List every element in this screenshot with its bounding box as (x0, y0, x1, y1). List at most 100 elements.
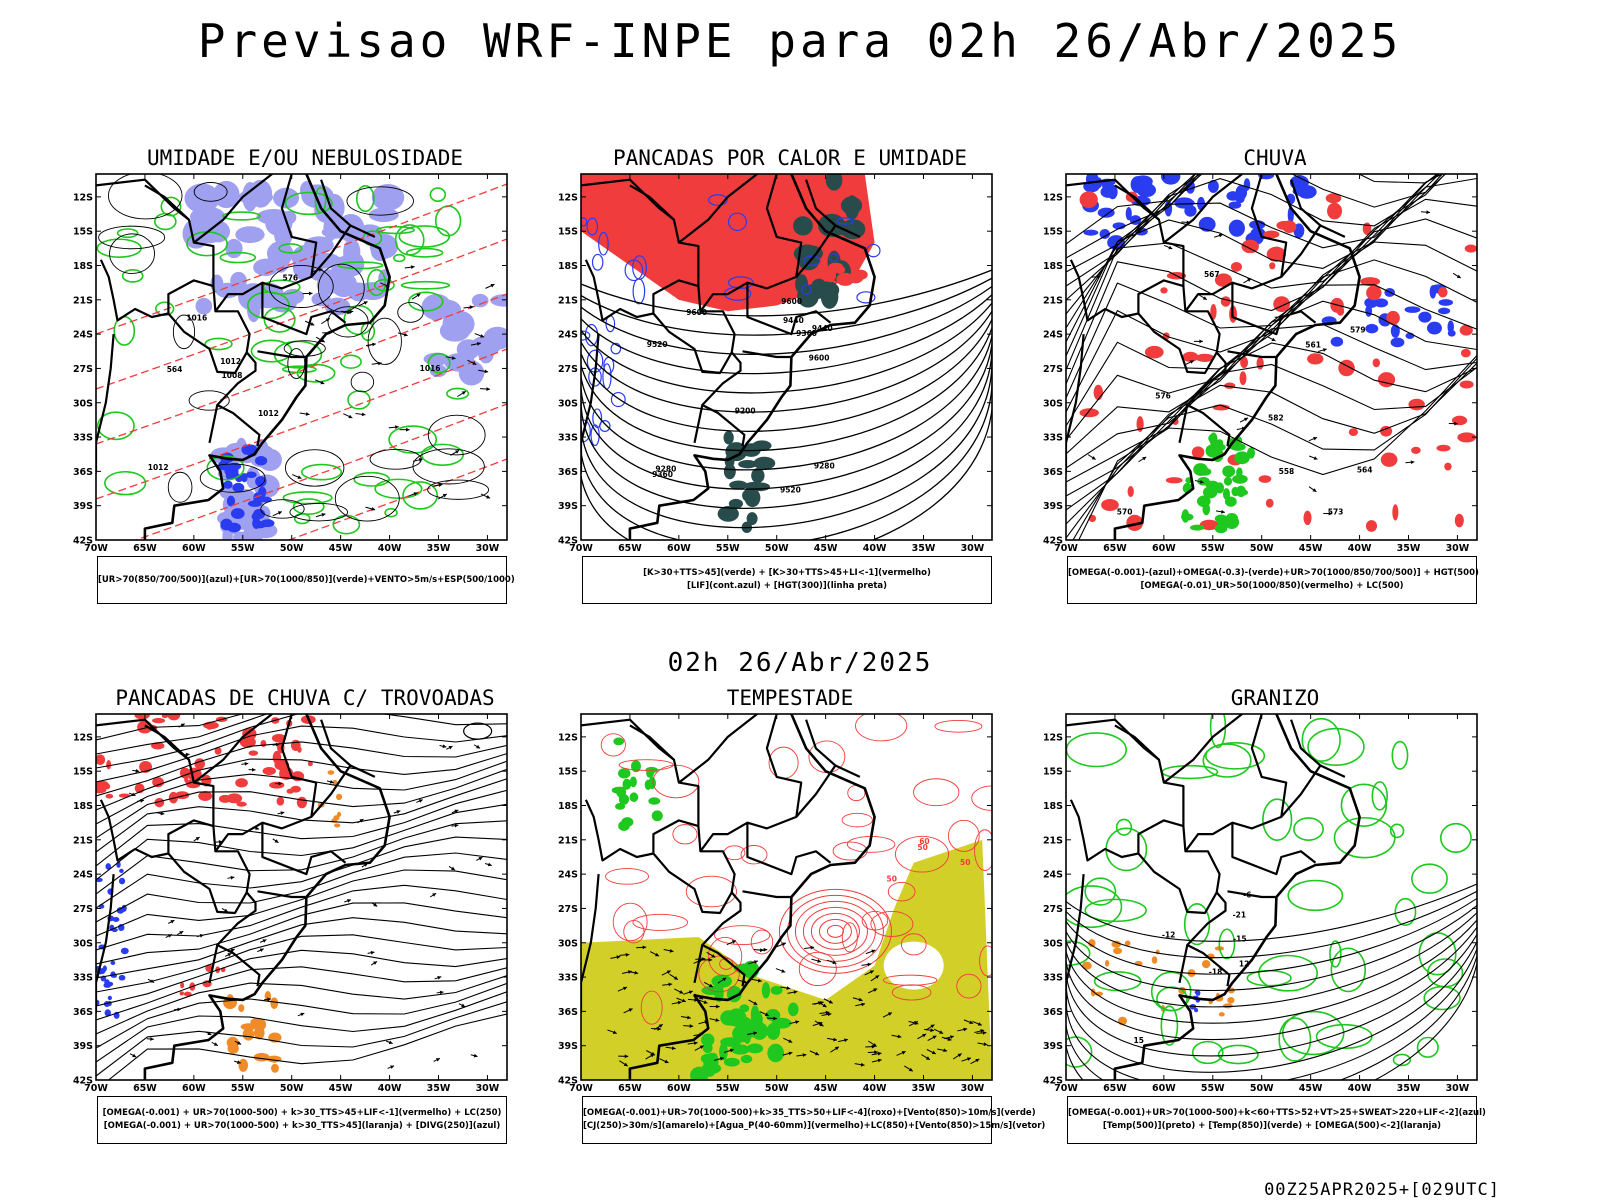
streamline-arrow-head (418, 799, 423, 803)
streamline-arrow-head (442, 744, 447, 749)
hgt-contour (1066, 174, 1197, 287)
lon-label: 65W (133, 1083, 157, 1094)
map-pancadas-calor[interactable]: 9600960095209520944093609280920094409360… (550, 168, 1030, 588)
wind-vector-head (874, 1050, 878, 1055)
wind-vector-head (699, 1045, 704, 1050)
wind-vector-head (825, 1010, 830, 1015)
map-tempestade[interactable]: 5050506012S15S18S21S24S27S30S33S36S39S42… (550, 708, 1030, 1128)
lon-label: 50W (765, 543, 789, 554)
hgt-contour (581, 302, 992, 394)
rain-area (1325, 193, 1342, 204)
rain-area (1269, 262, 1276, 270)
temp-850-contour (1262, 798, 1293, 841)
contour-label: 1008 (222, 371, 243, 380)
contour-label: 60 (919, 837, 929, 846)
lat-label: 30S (73, 398, 93, 409)
temp-850-contour (1330, 947, 1367, 993)
streamline (96, 789, 507, 867)
lon-label: 30W (1446, 1083, 1470, 1094)
country-border (742, 890, 791, 899)
streamline-arrow-head (185, 752, 190, 757)
country-border (652, 852, 733, 915)
lat-label: 27S (73, 364, 93, 375)
lat-label: 27S (558, 904, 578, 915)
thunderstorm-area (269, 781, 285, 789)
lon-label: 40W (378, 543, 402, 554)
contour-label: 582 (1268, 413, 1284, 422)
shower-area (238, 1004, 245, 1013)
streamline-arrow-head (300, 1012, 305, 1017)
streamline-arrow-head (278, 781, 283, 786)
pressure-contour (427, 414, 486, 456)
lat-label: 27S (558, 364, 578, 375)
rain-area (1444, 462, 1452, 471)
streamline-arrow-head (230, 948, 235, 953)
shower-area (333, 823, 341, 828)
strong-omega-area (1208, 434, 1217, 443)
rain-area (1336, 306, 1345, 316)
lif-contour (801, 284, 812, 295)
streamline-arrow-head (1168, 245, 1173, 250)
legend-line: [OMEGA(-0.001) + UR>70(1000-500) + k>30_… (103, 1121, 501, 1131)
rain-area (1386, 310, 1400, 326)
streamline-arrow-head (461, 1003, 466, 1007)
geo-lines (1066, 714, 1361, 1080)
omega-area (1125, 206, 1132, 221)
map-umidade[interactable]: 1012 1008 1016 576 564 1012 1016 1012 12S 15S 18S 2… (65, 168, 545, 588)
lat-label: 27S (73, 904, 93, 915)
temp-500-contours (1066, 883, 1477, 1080)
wind-850-area (690, 1066, 709, 1080)
lon-label: 60W (182, 543, 206, 554)
shower-area (242, 1028, 255, 1041)
country-border (1137, 312, 1218, 375)
wind-vector-head (844, 1038, 848, 1043)
contour-label: 570 (1117, 507, 1133, 516)
convection-area (836, 272, 855, 286)
wind-vector-head (834, 1046, 839, 1051)
wind-vector-head (655, 952, 660, 957)
frame-border (1065, 173, 1478, 541)
omega-500-area (1088, 939, 1096, 948)
contour-label: 1016 (186, 313, 207, 322)
rain-area (1392, 504, 1399, 521)
streamline-arrow-head (1271, 337, 1276, 342)
humidity-contour (355, 184, 375, 213)
streamline (96, 917, 507, 979)
lon-label: 55W (1201, 543, 1225, 554)
omega-area (1437, 307, 1451, 315)
lif-contour (598, 231, 609, 256)
wind-850-area (739, 1004, 750, 1013)
lat-label: 36S (558, 1007, 578, 1018)
wind-850-area (646, 769, 654, 778)
omega-500-area (1151, 956, 1158, 964)
temp-500-contour (1066, 941, 1477, 1073)
lat-label: 30S (1043, 938, 1063, 949)
lat-label: 24S (73, 330, 93, 341)
legend-line: [K>30+TTS>45](verde) + [K>30+TTS>45+LI<-… (643, 568, 931, 578)
unstable-area (825, 174, 843, 191)
rain-area (1411, 446, 1421, 454)
humidity-high-area (273, 187, 300, 209)
map-content: 9600960095209520944093609280920094409360… (581, 174, 992, 540)
streamline-arrow-head (478, 857, 483, 861)
water-contour (798, 951, 837, 987)
wind-vector-head (819, 1022, 824, 1027)
map-chuva[interactable]: 582 579 576 573 570 567 564 561 558 12S 15S 18S 21S 2… (1035, 168, 1515, 588)
map-granizo[interactable]: -6-12 -15-21-18121512S15S18S21S24S27S30S3… (1035, 708, 1515, 1128)
lat-label: 33S (73, 973, 93, 984)
rain-area (1366, 285, 1382, 301)
rain-area (1160, 287, 1168, 294)
thunderstorm-area (279, 768, 286, 779)
temp-850-contour (1391, 740, 1409, 770)
shower-area (238, 1058, 249, 1072)
strong-omega-area (1193, 463, 1208, 476)
streamline-arrow-head (1199, 479, 1204, 484)
geo-lines (581, 714, 876, 1080)
pressure-contour (284, 449, 345, 487)
streamline-arrow-head (1410, 460, 1415, 465)
thunderstorm-area (179, 991, 185, 996)
streamline-arrow-head (347, 899, 351, 903)
